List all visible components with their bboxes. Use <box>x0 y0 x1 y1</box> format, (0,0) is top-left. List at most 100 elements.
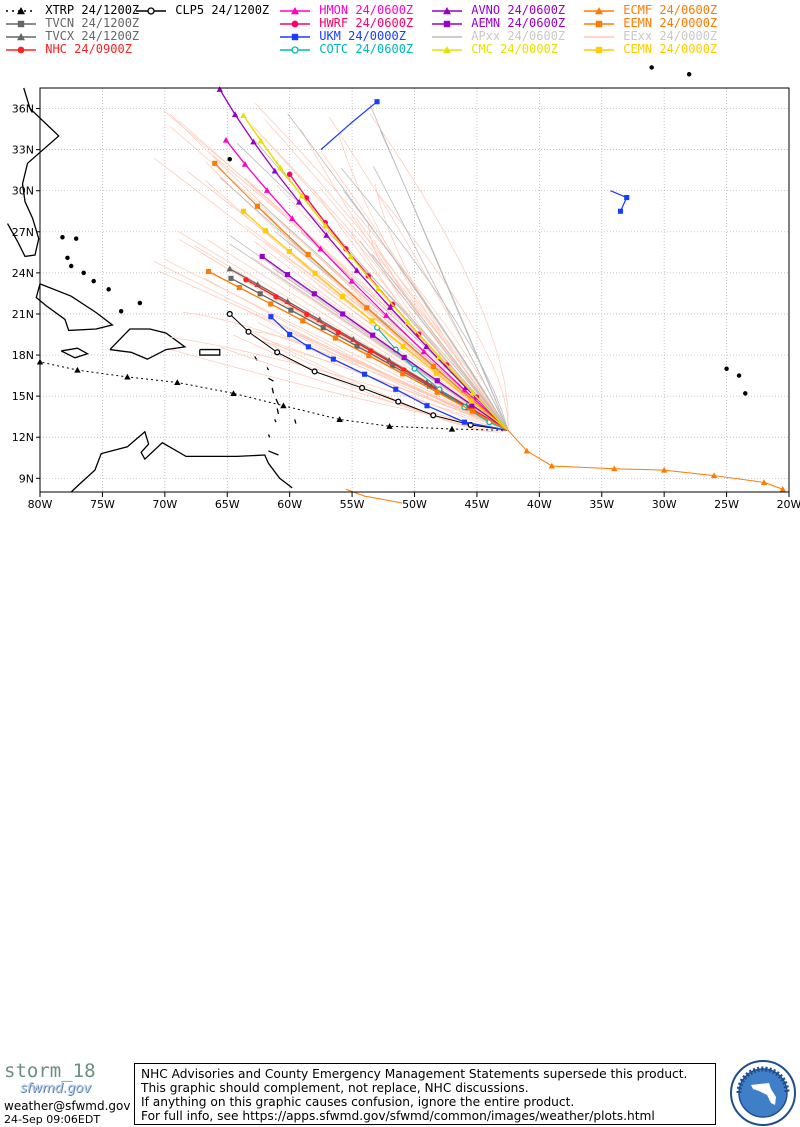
legend-swatch <box>280 6 310 14</box>
track-marker <box>284 272 291 278</box>
track-marker <box>257 137 265 144</box>
track-marker <box>124 373 131 380</box>
disclaimer-link[interactable]: For full info, see https://apps.sfwmd.go… <box>141 1109 655 1123</box>
legend-marker <box>595 46 603 53</box>
disclaimer-line: This graphic should complement, not repl… <box>141 1081 529 1095</box>
island <box>68 263 74 269</box>
footer: storm_18 sfwmd.gov weather@sfwmd.gov 24-… <box>0 528 800 1126</box>
island <box>81 270 86 276</box>
lat-tick-label: 18N <box>12 349 34 362</box>
island <box>686 72 692 77</box>
ukm-track <box>610 190 628 212</box>
lon-tick-label: 80W <box>28 498 53 511</box>
track-marker <box>370 332 376 338</box>
avno-track <box>219 89 509 431</box>
track-marker <box>611 465 618 472</box>
track-marker <box>240 208 247 214</box>
legend-label: ECMF 24/0600Z <box>616 3 718 17</box>
legend-marker <box>17 20 25 27</box>
xtrp-track <box>39 361 509 431</box>
track-marker <box>400 371 406 377</box>
island <box>91 278 96 284</box>
track-marker <box>304 311 310 318</box>
track-marker <box>305 251 311 257</box>
ecmf-track <box>507 430 783 490</box>
track-marker <box>348 277 356 284</box>
track-marker <box>174 379 181 386</box>
lon-tick-label: 30W <box>652 498 677 511</box>
track-marker <box>335 329 342 336</box>
coastline <box>274 419 277 423</box>
ensemble-track <box>371 253 509 431</box>
track-marker <box>305 344 311 350</box>
legend-item: EEMN 24/0000Z <box>582 17 717 30</box>
legend-swatch <box>432 6 462 14</box>
track-marker <box>383 312 390 318</box>
ukm-track <box>320 101 378 151</box>
coastline <box>271 387 275 394</box>
track-marker <box>401 354 407 361</box>
legend-marker <box>443 45 451 53</box>
track-marker <box>273 294 279 300</box>
island <box>137 300 143 306</box>
ensemble-track <box>373 166 509 431</box>
track-marker <box>354 343 360 349</box>
legend-label: TVCX 24/1200Z <box>38 29 140 43</box>
legend-swatch <box>584 35 614 38</box>
ensemble-track <box>353 286 509 431</box>
track-marker <box>430 363 437 370</box>
island <box>118 308 124 314</box>
legend-item: CLP5 24/1200Z <box>134 4 269 17</box>
legend-marker <box>443 20 451 27</box>
track-marker <box>430 412 437 419</box>
coastline <box>60 347 90 359</box>
legend-item: HMON 24/0600Z <box>278 4 413 17</box>
track-marker <box>230 390 237 396</box>
legend-swatch <box>6 20 36 27</box>
legend-marker <box>443 6 451 14</box>
legend-item: APxx 24/0600Z <box>430 30 565 43</box>
legend-swatch <box>432 35 462 38</box>
legend-item: AVNO 24/0600Z <box>430 4 565 17</box>
ensemble-track <box>328 116 509 431</box>
island <box>227 156 232 162</box>
track-marker <box>617 208 624 214</box>
track-marker <box>434 389 440 395</box>
legend-label: HWRF 24/0600Z <box>312 16 414 30</box>
legend-label: XTRP 24/1200Z <box>38 3 140 17</box>
coastline <box>70 430 293 493</box>
track-marker <box>710 472 718 479</box>
track-marker <box>523 447 531 454</box>
track-marker <box>277 164 284 171</box>
ensemble-track <box>251 125 509 431</box>
coastline <box>109 328 187 360</box>
track-marker <box>222 136 230 143</box>
legend-swatch <box>280 20 310 27</box>
island <box>736 373 742 378</box>
track-marker <box>298 192 306 199</box>
track-marker <box>262 228 269 234</box>
legend-marker <box>147 6 155 15</box>
lon-tick-label: 40W <box>527 498 552 511</box>
sfwmd-seal-icon <box>730 1060 796 1126</box>
lat-tick-label: 9N <box>19 472 34 485</box>
track-marker <box>330 356 336 362</box>
track-marker <box>268 301 274 307</box>
track-marker <box>323 232 330 238</box>
legend-swatch <box>6 6 36 14</box>
legend-label: CLP5 24/1200Z <box>168 3 270 17</box>
track-marker <box>386 304 394 310</box>
track-marker <box>322 222 329 229</box>
legend-marker <box>291 20 299 27</box>
legend-swatch <box>432 45 462 53</box>
eemn-track <box>214 162 509 431</box>
lat-tick-label: 36N <box>12 103 34 116</box>
legend-item: TVCN 24/1200Z <box>4 17 139 30</box>
legend-item: HWRF 24/0600Z <box>278 17 413 30</box>
lat-tick-label: 27N <box>12 226 34 239</box>
legend-label: CEMN 24/0000Z <box>616 42 718 56</box>
ensemble-track <box>374 189 509 431</box>
lon-tick-label: 65W <box>215 498 240 511</box>
island <box>649 65 654 70</box>
coastline <box>267 434 271 438</box>
